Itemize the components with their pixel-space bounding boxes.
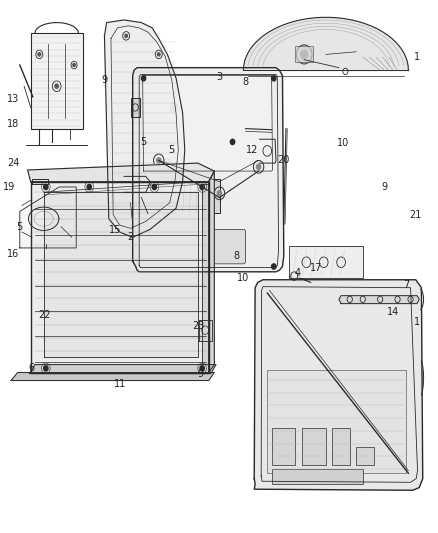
Polygon shape [11,373,214,381]
Text: 3: 3 [216,71,223,82]
Text: 5: 5 [169,145,175,155]
Text: 20: 20 [278,156,290,165]
Polygon shape [28,163,214,182]
Text: 5: 5 [141,137,147,147]
Text: 8: 8 [234,251,240,261]
Circle shape [256,164,261,169]
Bar [289,246,363,278]
Polygon shape [199,319,212,341]
Polygon shape [339,296,419,304]
Circle shape [44,366,48,371]
Circle shape [156,158,161,163]
Text: 11: 11 [113,379,126,389]
Polygon shape [202,184,208,373]
Bar [272,428,296,465]
Polygon shape [31,182,208,373]
Text: 19: 19 [3,182,15,192]
Circle shape [173,106,175,109]
Text: 24: 24 [7,158,19,168]
Bar [267,370,406,473]
Text: 14: 14 [387,306,399,317]
Text: 17: 17 [310,263,322,272]
Text: 1: 1 [414,317,420,327]
Text: 9: 9 [101,75,107,85]
Bar [302,428,326,465]
Text: 18: 18 [7,119,19,130]
Text: 13: 13 [7,94,19,104]
Bar [356,447,374,465]
Circle shape [272,264,276,269]
Polygon shape [254,280,423,490]
Circle shape [38,53,41,56]
Bar [31,33,83,128]
Text: 16: 16 [7,249,19,260]
Circle shape [272,76,276,81]
Circle shape [141,76,146,81]
Text: 9: 9 [197,369,203,378]
Polygon shape [44,192,198,357]
Polygon shape [143,76,272,171]
Polygon shape [104,20,185,237]
Text: 8: 8 [243,77,249,87]
Bar [180,179,219,214]
Text: 5: 5 [16,222,22,232]
Circle shape [208,264,213,269]
Circle shape [73,63,75,67]
Circle shape [141,264,146,269]
Text: 12: 12 [246,145,258,155]
Text: 22: 22 [39,310,51,320]
Text: 6: 6 [28,364,35,373]
Circle shape [157,53,160,56]
Bar [332,428,350,465]
Bar [272,469,363,484]
FancyBboxPatch shape [198,229,246,264]
Polygon shape [29,365,216,374]
Polygon shape [20,187,76,248]
Circle shape [166,161,169,165]
Text: 9: 9 [381,182,388,192]
FancyBboxPatch shape [146,229,194,264]
Circle shape [44,184,48,190]
Polygon shape [133,68,284,272]
Text: 23: 23 [192,321,205,331]
Text: 2: 2 [127,232,134,243]
Circle shape [230,139,235,144]
Circle shape [152,184,156,190]
Polygon shape [208,171,214,373]
Text: 21: 21 [410,209,422,220]
Circle shape [87,184,92,190]
Circle shape [301,50,307,59]
Text: 1: 1 [414,52,420,62]
Circle shape [200,366,204,371]
Circle shape [217,191,222,196]
Bar [131,98,140,117]
Text: 10: 10 [337,138,350,148]
Text: 7: 7 [403,280,410,290]
Text: 4: 4 [295,268,301,278]
Circle shape [200,184,204,190]
Circle shape [125,34,127,37]
Text: 15: 15 [109,225,121,236]
Bar [131,233,140,252]
Circle shape [55,84,58,88]
Bar [296,46,313,62]
Text: 10: 10 [237,273,250,283]
